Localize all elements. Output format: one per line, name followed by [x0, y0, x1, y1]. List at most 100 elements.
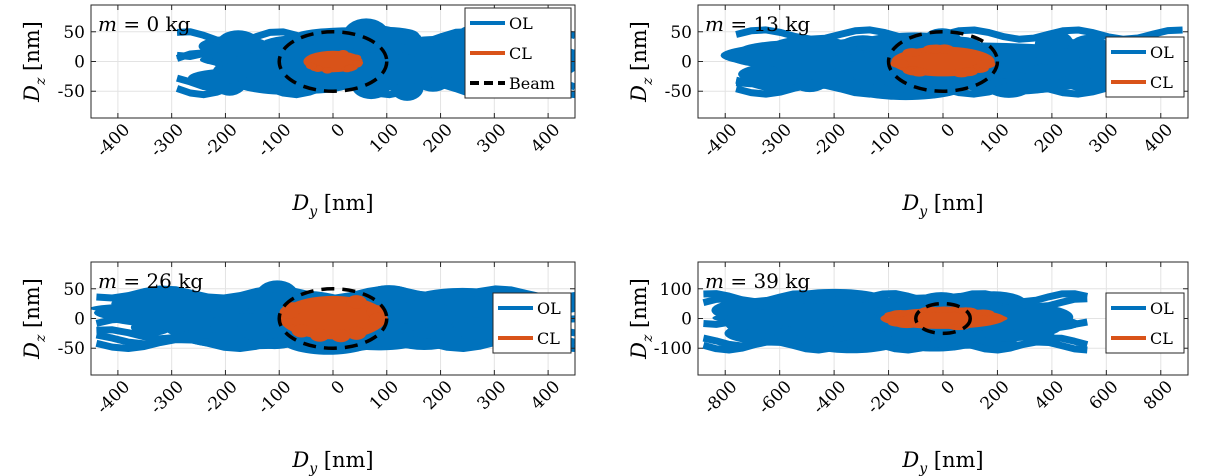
x-tick-label: 600: [1086, 377, 1123, 414]
legend-box: [1105, 292, 1185, 354]
ol-trace: [703, 290, 1089, 306]
x-tick-label: 300: [474, 377, 511, 414]
mass-symbol: m: [98, 269, 117, 293]
x-tick-label: -300: [147, 377, 188, 418]
cl-edge: [971, 309, 994, 316]
cl-edge: [322, 67, 333, 74]
mass-annotation: m = 0 kg: [98, 12, 191, 36]
x-tick-label: -200: [201, 120, 242, 161]
x-tick-label: 0: [327, 120, 349, 142]
mass-symbol: m: [705, 269, 724, 293]
x-tick-label: -400: [809, 377, 850, 418]
cl-edge: [984, 315, 1008, 322]
cl-edge: [935, 44, 954, 54]
x-tick-label: 0: [327, 377, 349, 399]
cl-edge: [889, 310, 912, 317]
x-label-subscript: y: [918, 204, 928, 220]
x-tick-label: 300: [474, 120, 511, 157]
x-tick-label: -100: [254, 120, 295, 161]
x-tick-label: 400: [1140, 120, 1177, 157]
y-tick-label: -100: [654, 339, 692, 359]
cl-edge: [909, 67, 929, 77]
x-tick-label: -400: [93, 377, 134, 418]
x-tick-label: 400: [527, 377, 564, 414]
cl-edge: [952, 68, 971, 78]
series-cl: [880, 306, 1008, 331]
series-cl: [303, 49, 364, 74]
chart-panel-2: -400 -300 -200 -100 0 100 200 300 400 -50 0 50 m = 1…: [627, 4, 1189, 220]
data-layer: [702, 288, 1089, 354]
x-tick-label: -200: [864, 377, 905, 418]
x-label-subscript: y: [918, 461, 928, 476]
y-tick-label: -50: [58, 82, 85, 102]
mass-value: = 39 kg: [724, 269, 810, 293]
x-tick-label: 200: [420, 377, 457, 414]
cl-edge: [331, 329, 351, 343]
y-tick-label: 0: [681, 53, 692, 73]
beam-ellipse: [277, 287, 389, 350]
chart-panel-4: -800 -600 -400 -200 0 200 400 600 800 -100 0 100 m =…: [627, 261, 1189, 476]
y-tick-label: 0: [74, 53, 85, 73]
beam-ellipse: [914, 301, 972, 336]
legend: OL CL: [1105, 292, 1185, 354]
ol-blob: [111, 291, 222, 316]
y-tick-label: 50: [63, 23, 85, 43]
x-tick-label: -400: [93, 120, 134, 161]
mass-value: = 0 kg: [117, 12, 191, 36]
x-tick-label: -200: [809, 120, 850, 161]
x-label-symbol: D: [901, 448, 919, 472]
y-label-unit: [nm]: [20, 278, 44, 335]
data-layer: [720, 26, 1184, 101]
y-axis-label: Dz [nm]: [20, 21, 49, 103]
x-tick-label: 400: [1031, 377, 1068, 414]
legend-label-ol: OL: [509, 14, 533, 33]
y-label-symbol: D: [20, 85, 44, 103]
y-label-subscript: z: [33, 77, 49, 86]
data-layer: [91, 280, 575, 355]
legend-box: [1105, 36, 1185, 98]
legend-label-cl: CL: [1150, 73, 1173, 92]
y-tick-label: 0: [74, 310, 85, 330]
x-label-subscript: y: [308, 204, 318, 220]
x-label-unit: [nm]: [317, 191, 374, 215]
cl-edge: [933, 306, 956, 313]
legend-label-ol: OL: [1150, 299, 1174, 318]
cl-edge: [350, 54, 362, 61]
y-tick-label: -50: [58, 339, 85, 359]
legend-label-cl: CL: [509, 44, 532, 63]
x-tick-label: -100: [254, 377, 295, 418]
cl-edge: [888, 320, 911, 327]
y-tick-label: 50: [670, 23, 692, 43]
x-tick-label: -600: [755, 377, 796, 418]
y-axis-label: Dz [nm]: [20, 278, 49, 360]
x-tick-label: 200: [420, 120, 457, 157]
beam-ellipse: [277, 30, 389, 93]
mass-symbol: m: [98, 12, 117, 36]
legend-label-cl: CL: [1150, 329, 1173, 348]
cl-edge: [310, 328, 330, 342]
cl-edge: [306, 62, 317, 70]
y-tick-label: 0: [681, 310, 692, 330]
cl-edge: [890, 59, 909, 69]
legend-box: [492, 292, 572, 354]
y-label-symbol: D: [627, 342, 651, 360]
x-tick-label: 300: [1086, 120, 1123, 157]
x-label-unit: [nm]: [317, 448, 374, 472]
x-tick-label: 0: [937, 377, 959, 399]
y-label-unit: [nm]: [627, 21, 651, 78]
cl-edge: [346, 326, 367, 340]
beam-ellipse: [886, 30, 1000, 93]
x-tick-label: 800: [1140, 377, 1177, 414]
y-label-symbol: D: [627, 85, 651, 103]
x-label-symbol: D: [901, 191, 919, 215]
y-label-symbol: D: [20, 342, 44, 360]
x-tick-label: 100: [366, 377, 403, 414]
cl-edge: [291, 324, 312, 338]
y-label-unit: [nm]: [627, 278, 651, 335]
y-axis-label: Dz [nm]: [627, 21, 656, 103]
cl-edge: [976, 59, 996, 69]
y-tick-label: -50: [665, 82, 692, 102]
x-tick-label: 200: [977, 377, 1014, 414]
x-tick-label: -100: [864, 120, 905, 161]
y-axis-label: Dz [nm]: [627, 278, 656, 360]
